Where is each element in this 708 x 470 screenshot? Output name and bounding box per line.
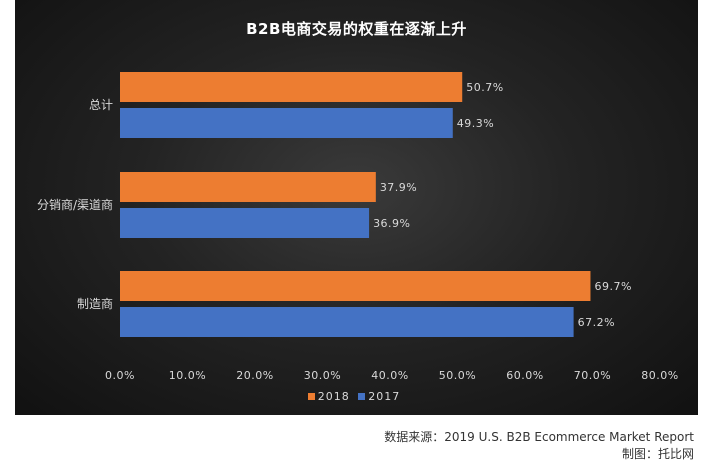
- category-label: 总计: [89, 98, 113, 112]
- category-label: 分销商/渠道商: [37, 197, 113, 212]
- x-tick-label: 20.0%: [236, 369, 273, 382]
- bar-2017: [120, 208, 370, 238]
- chart-legend: 2018 2017: [0, 390, 708, 403]
- x-tick-label: 70.0%: [574, 369, 611, 382]
- data-label: 50.7%: [466, 81, 503, 94]
- x-tick-label: 50.0%: [439, 369, 476, 382]
- legend-swatch-2017: [358, 393, 366, 400]
- source-note: 数据来源：2019 U.S. B2B Ecommerce Market Repo…: [384, 429, 694, 463]
- data-label: 49.3%: [457, 117, 494, 130]
- legend-item-2018: 2018: [307, 390, 350, 403]
- category-label: 制造商: [77, 296, 113, 311]
- legend-item-2017: 2017: [358, 390, 400, 403]
- legend-swatch-2018: [307, 393, 315, 400]
- data-label: 36.9%: [373, 217, 410, 230]
- x-tick-label: 60.0%: [506, 369, 543, 382]
- chart-panel: [15, 0, 698, 415]
- bar-2017: [120, 307, 574, 337]
- bar-2018: [120, 271, 591, 301]
- x-tick-label: 80.0%: [641, 369, 678, 382]
- x-tick-label: 30.0%: [304, 369, 341, 382]
- bar-2018: [120, 172, 376, 202]
- x-tick-label: 10.0%: [169, 369, 206, 382]
- x-tick-label: 40.0%: [371, 369, 408, 382]
- x-tick-label: 0.0%: [105, 369, 135, 382]
- bar-2017: [120, 108, 453, 138]
- bar-2018: [120, 72, 463, 102]
- legend-label-2018: 2018: [317, 390, 350, 403]
- chart-credit: 制图：托比网: [621, 447, 694, 461]
- chart-title: B2B电商交易的权重在逐渐上升: [246, 20, 467, 38]
- data-label: 67.2%: [578, 316, 615, 329]
- data-label: 69.7%: [594, 280, 631, 293]
- data-label: 37.9%: [380, 181, 417, 194]
- data-source: 数据来源：2019 U.S. B2B Ecommerce Market Repo…: [384, 430, 694, 444]
- legend-label-2017: 2017: [368, 390, 401, 403]
